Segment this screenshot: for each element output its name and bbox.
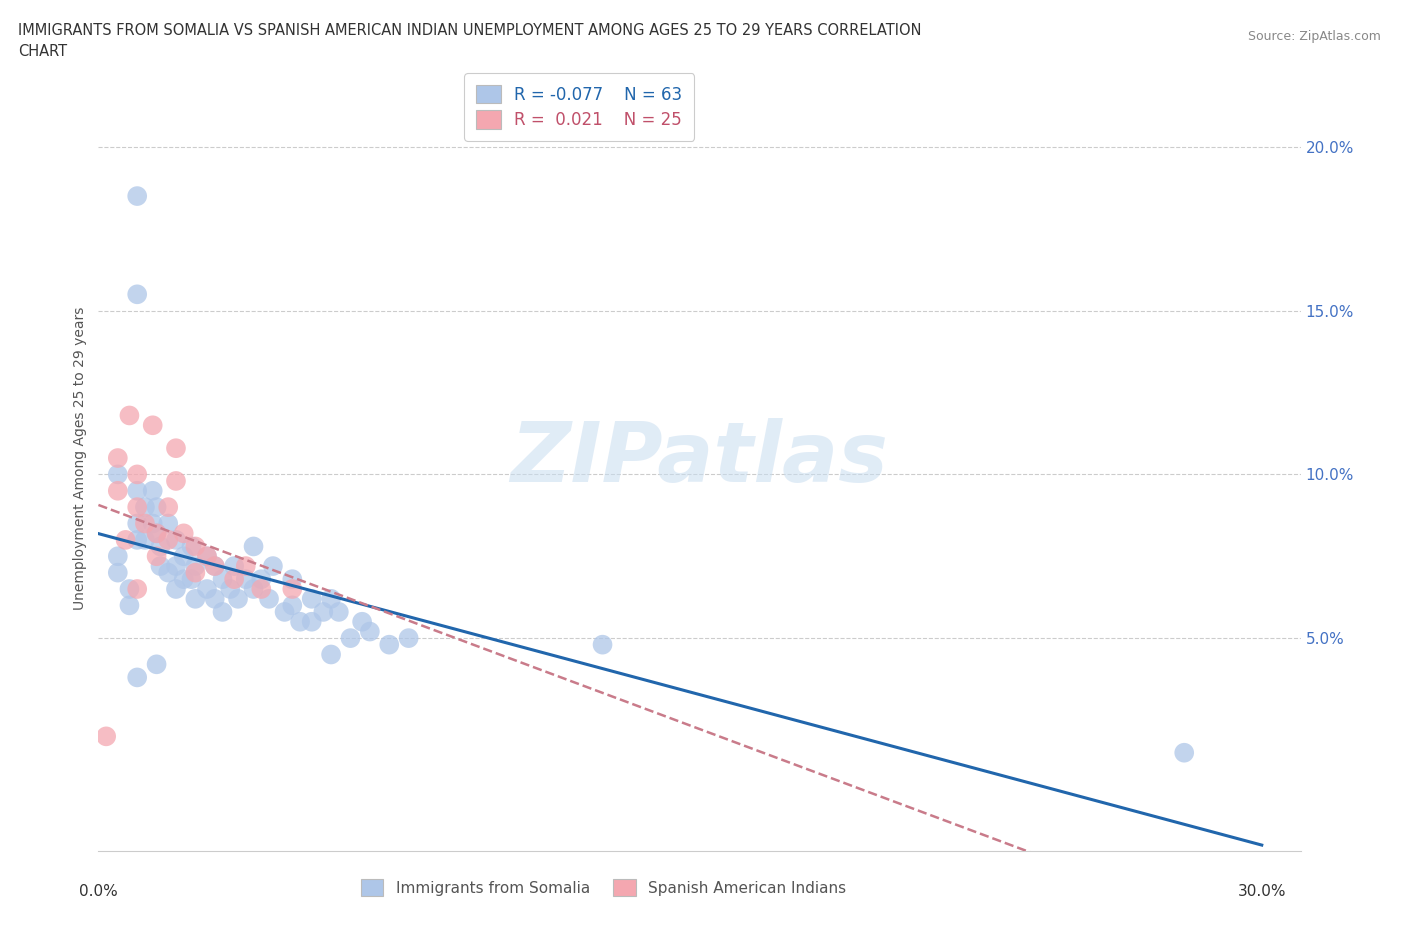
Point bbox=[319, 647, 342, 662]
Point bbox=[157, 533, 180, 548]
Point bbox=[134, 499, 156, 514]
Point bbox=[118, 408, 141, 423]
Point bbox=[301, 615, 323, 630]
Y-axis label: Unemployment Among Ages 25 to 29 years: Unemployment Among Ages 25 to 29 years bbox=[73, 306, 87, 610]
Point bbox=[281, 581, 304, 596]
Point bbox=[398, 631, 420, 645]
Point bbox=[107, 467, 129, 482]
Point bbox=[378, 637, 401, 652]
Point bbox=[142, 484, 165, 498]
Point bbox=[157, 499, 180, 514]
Point bbox=[127, 189, 149, 204]
Point bbox=[127, 499, 149, 514]
Point bbox=[173, 525, 195, 540]
Point bbox=[242, 539, 264, 554]
Point bbox=[134, 533, 156, 548]
Point bbox=[127, 670, 149, 684]
Point bbox=[165, 559, 187, 574]
Point bbox=[226, 591, 249, 606]
Point bbox=[592, 637, 614, 652]
Point bbox=[195, 549, 218, 564]
Point bbox=[180, 572, 202, 587]
Point bbox=[359, 624, 381, 639]
Point bbox=[211, 604, 233, 619]
Point bbox=[235, 572, 257, 587]
Point bbox=[107, 565, 129, 580]
Point bbox=[180, 539, 202, 554]
Point bbox=[250, 572, 273, 587]
Point bbox=[96, 729, 118, 744]
Point bbox=[149, 559, 172, 574]
Point bbox=[127, 286, 149, 301]
Point bbox=[328, 604, 350, 619]
Point bbox=[242, 581, 264, 596]
Point bbox=[145, 657, 167, 671]
Text: CHART: CHART bbox=[18, 44, 67, 59]
Point bbox=[127, 533, 149, 548]
Text: ZIPatlas: ZIPatlas bbox=[510, 418, 889, 498]
Point bbox=[273, 604, 295, 619]
Point bbox=[352, 615, 374, 630]
Legend: Immigrants from Somalia, Spanish American Indians: Immigrants from Somalia, Spanish America… bbox=[354, 873, 852, 902]
Point bbox=[219, 581, 242, 596]
Text: Source: ZipAtlas.com: Source: ZipAtlas.com bbox=[1247, 30, 1381, 43]
Point bbox=[281, 598, 304, 613]
Point bbox=[184, 559, 207, 574]
Point bbox=[204, 591, 226, 606]
Point bbox=[157, 565, 180, 580]
Point bbox=[1173, 745, 1195, 760]
Point bbox=[173, 549, 195, 564]
Point bbox=[127, 484, 149, 498]
Point bbox=[211, 572, 233, 587]
Point bbox=[301, 591, 323, 606]
Point bbox=[204, 559, 226, 574]
Point bbox=[145, 525, 167, 540]
Point bbox=[145, 499, 167, 514]
Point bbox=[262, 559, 284, 574]
Point bbox=[127, 581, 149, 596]
Point bbox=[184, 565, 207, 580]
Point bbox=[165, 581, 187, 596]
Point bbox=[224, 559, 246, 574]
Point bbox=[134, 516, 156, 531]
Point bbox=[288, 615, 311, 630]
Point bbox=[142, 418, 165, 432]
Point bbox=[157, 516, 180, 531]
Point bbox=[224, 572, 246, 587]
Text: IMMIGRANTS FROM SOMALIA VS SPANISH AMERICAN INDIAN UNEMPLOYMENT AMONG AGES 25 TO: IMMIGRANTS FROM SOMALIA VS SPANISH AMERI… bbox=[18, 23, 922, 38]
Point bbox=[250, 581, 273, 596]
Point bbox=[165, 441, 187, 456]
Point bbox=[145, 525, 167, 540]
Point bbox=[173, 572, 195, 587]
Point bbox=[195, 581, 218, 596]
Point bbox=[107, 484, 129, 498]
Point bbox=[281, 572, 304, 587]
Point bbox=[114, 533, 136, 548]
Point bbox=[118, 581, 141, 596]
Point bbox=[142, 516, 165, 531]
Point bbox=[127, 516, 149, 531]
Point bbox=[235, 559, 257, 574]
Text: 30.0%: 30.0% bbox=[1237, 884, 1286, 898]
Text: 0.0%: 0.0% bbox=[79, 884, 118, 898]
Point bbox=[165, 473, 187, 488]
Point bbox=[107, 549, 129, 564]
Point bbox=[257, 591, 280, 606]
Point bbox=[127, 467, 149, 482]
Point bbox=[339, 631, 361, 645]
Point bbox=[319, 591, 342, 606]
Point bbox=[107, 450, 129, 465]
Point bbox=[145, 549, 167, 564]
Point bbox=[312, 604, 335, 619]
Point bbox=[184, 539, 207, 554]
Point bbox=[149, 539, 172, 554]
Point bbox=[184, 591, 207, 606]
Point bbox=[204, 559, 226, 574]
Point bbox=[118, 598, 141, 613]
Point bbox=[195, 549, 218, 564]
Point bbox=[165, 533, 187, 548]
